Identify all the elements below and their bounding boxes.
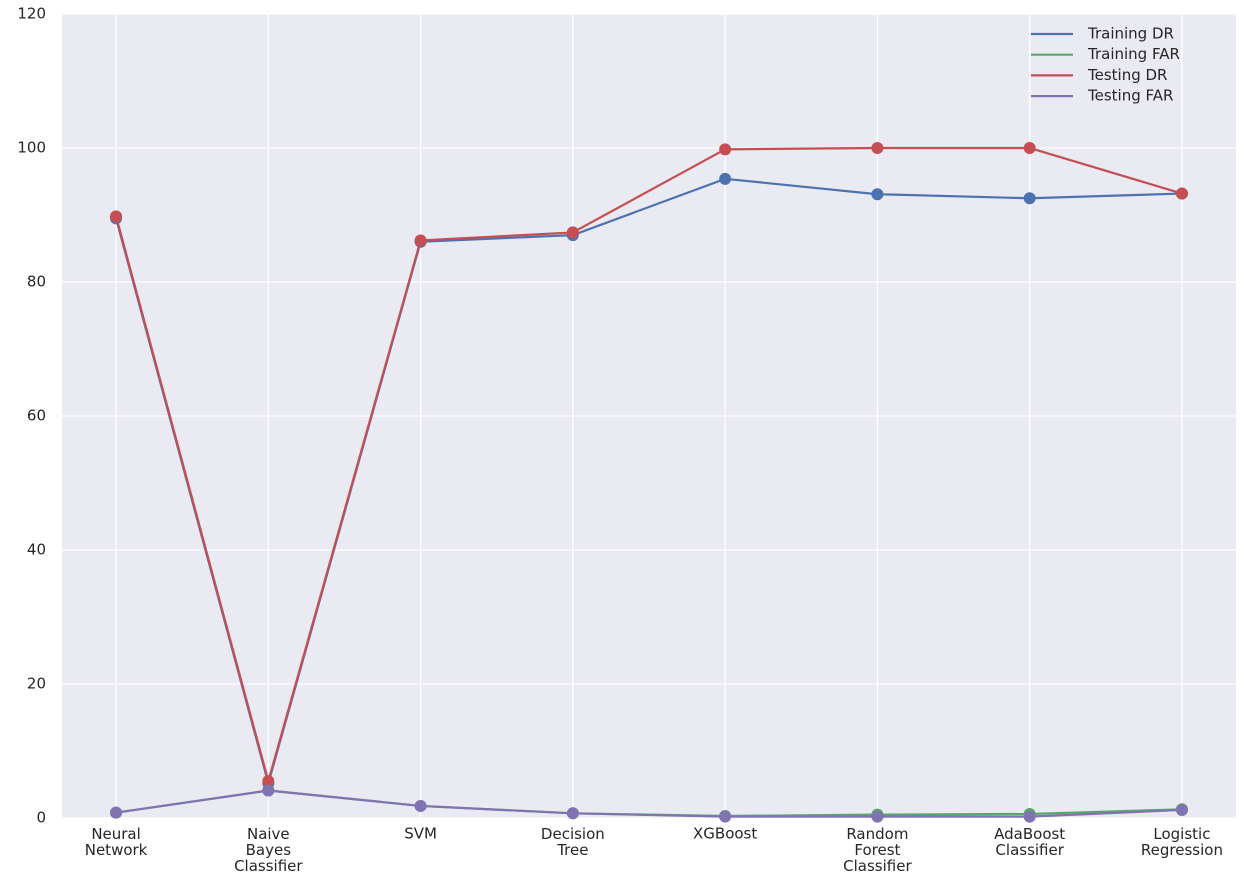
marker (1175, 187, 1188, 200)
marker (1023, 810, 1036, 823)
series-line (115, 789, 1182, 818)
marker (1023, 142, 1036, 154)
marker (110, 806, 123, 819)
marker (1175, 803, 1188, 816)
y-tick-label: 80 (27, 273, 46, 291)
legend-label: Testing DR (1087, 66, 1167, 84)
x-tick-label: Naive Bayes Classifier (234, 825, 303, 875)
x-tick-label: SVM (404, 825, 437, 843)
marker (719, 172, 732, 185)
legend-label: Training FAR (1087, 45, 1180, 63)
legend-label: Testing FAR (1087, 87, 1173, 105)
y-tick-label: 0 (36, 809, 46, 827)
series-line (114, 146, 1183, 786)
x-tick-label: Random Forest Classifier (843, 825, 912, 875)
x-tick-label: Decision Tree (541, 825, 605, 859)
marker (566, 807, 579, 820)
y-tick-label: 120 (17, 5, 46, 23)
marker (262, 775, 275, 788)
marker (262, 784, 275, 797)
marker (1023, 192, 1036, 205)
x-tick-label: Logistic Regression (1141, 825, 1223, 859)
marker (414, 234, 427, 247)
marker (871, 142, 884, 154)
marker (871, 810, 884, 823)
legend-label: Training DR (1087, 25, 1174, 43)
y-tick-label: 100 (17, 139, 46, 157)
x-tick-label: Neural Network (85, 825, 148, 859)
marker (871, 188, 884, 201)
marker (719, 143, 732, 156)
marker (414, 799, 427, 812)
x-tick-label: AdaBoost Classifier (994, 825, 1065, 859)
y-tick-label: 20 (27, 675, 46, 693)
marker (110, 210, 123, 223)
y-tick-label: 60 (27, 407, 46, 425)
y-tick-label: 40 (27, 541, 46, 559)
marker (566, 226, 579, 239)
x-tick-label: XGBoost (693, 825, 757, 843)
marker (719, 810, 732, 823)
